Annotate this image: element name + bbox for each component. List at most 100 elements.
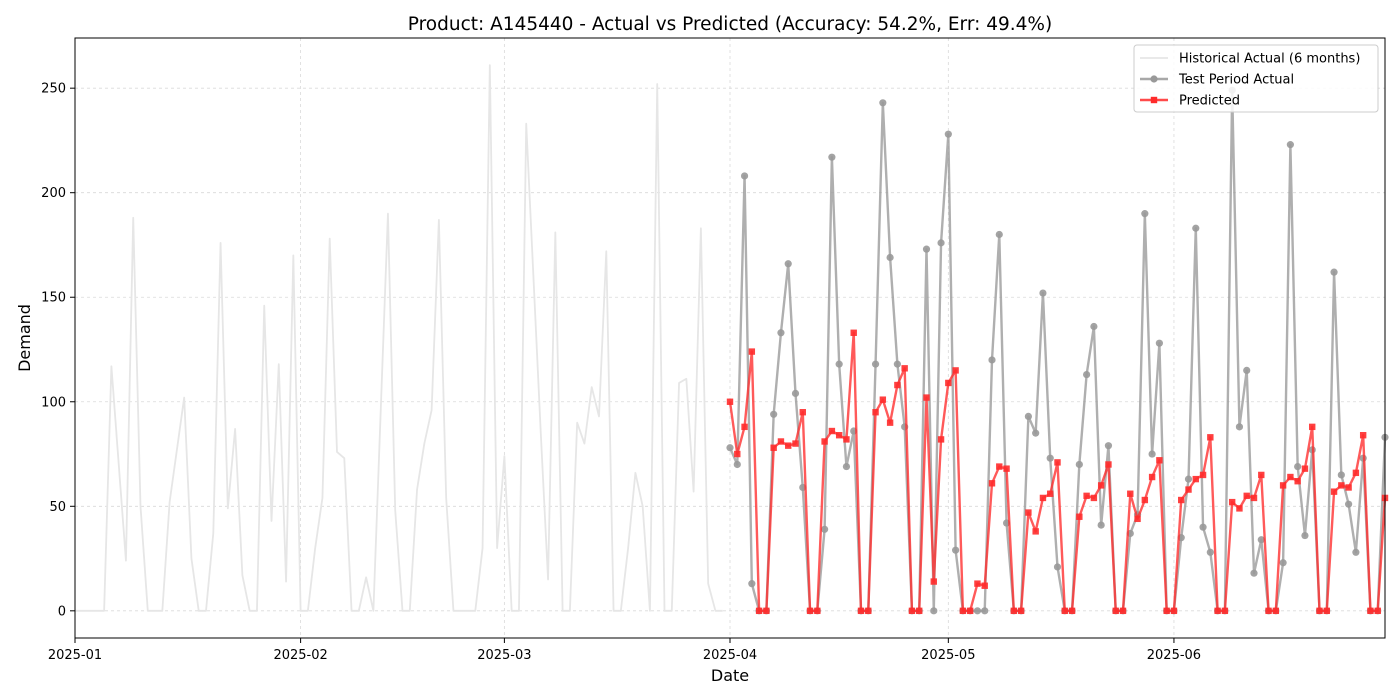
data-point [974,580,981,587]
data-point [1090,322,1098,331]
series-line [75,64,723,612]
x-tick-label: 2025-04 [703,648,757,663]
data-point [828,427,836,435]
y-tick-label: 50 [49,500,66,515]
data-point [1345,500,1353,508]
data-point [1330,488,1338,495]
y-tick-label: 150 [41,291,66,306]
data-point [748,348,756,355]
data-point [930,607,938,615]
legend-entry: Predicted [1140,94,1240,109]
data-point [1047,490,1054,497]
data-point [1294,462,1302,471]
data-point [748,580,756,588]
data-point [1097,482,1105,489]
data-point [770,444,777,451]
data-point [1279,559,1287,567]
data-point [1301,465,1309,472]
data-point [1083,370,1091,379]
legend-label: Historical Actual (6 months) [1179,52,1360,67]
data-point [792,440,799,447]
data-point [901,365,908,372]
data-point [1075,460,1083,469]
data-point [1359,432,1367,439]
data-point [791,389,800,398]
data-point [726,444,734,452]
y-tick-label: 250 [41,82,66,97]
data-point [952,546,960,554]
legend-entry: Historical Actual (6 months) [1140,52,1360,67]
data-point [785,442,792,449]
data-point [835,360,843,368]
data-point [865,607,872,615]
data-point [857,607,865,615]
data-point [1301,531,1309,540]
data-point [1141,210,1149,218]
data-point [922,245,931,253]
data-point [1178,496,1185,504]
data-point [1003,465,1010,472]
x-tick-label: 2025-03 [477,648,531,663]
legend-entry: Test Period Actual [1140,73,1294,88]
data-point [1199,471,1207,479]
data-point [1345,484,1352,491]
data-point [1287,473,1294,481]
series-test-actual [726,86,1389,615]
data-point [763,607,770,615]
data-point [1243,366,1251,375]
data-point [988,480,996,487]
data-point [1090,494,1098,502]
data-point [952,367,959,374]
data-point [821,525,829,533]
data-point [1039,494,1047,502]
data-point [1228,498,1236,506]
data-point [1258,471,1265,479]
data-point [1127,490,1134,497]
data-point [871,360,880,368]
data-point [916,607,923,615]
data-point [1192,475,1199,483]
x-tick-label: 2025-02 [273,648,327,663]
data-point [821,438,828,445]
data-point [1134,515,1141,523]
x-tick-label: 2025-01 [48,648,102,663]
data-point [1163,607,1170,615]
legend: Historical Actual (6 months) Test Period … [1133,44,1379,113]
data-point [981,582,988,589]
data-point [1155,339,1163,347]
data-point [1053,563,1062,571]
data-point [1367,607,1374,615]
data-point [1338,482,1345,489]
data-point [784,260,792,268]
data-point [1286,141,1294,149]
data-point [755,607,763,615]
data-point [733,460,741,469]
series-layer [75,64,1389,615]
data-point [1148,473,1156,481]
series-historical [75,64,723,612]
data-point [1083,492,1090,500]
data-point [959,607,967,615]
data-point [828,153,836,161]
data-point [1221,607,1229,615]
data-point [1032,429,1040,437]
data-point [923,394,930,401]
chart-title: Product: A145440 - Actual vs Predicted (… [408,14,1052,35]
data-point [1352,469,1360,477]
data-point [973,607,982,615]
data-point [879,99,887,107]
data-point [1039,289,1047,297]
data-point [1352,548,1360,556]
series-line [728,89,1387,613]
y-axis-label: Demand [15,304,34,372]
y-tick-label: 100 [41,395,66,410]
data-point [937,436,945,443]
data-point [1170,607,1178,615]
data-point [945,379,952,387]
data-point [995,230,1003,239]
data-point [996,463,1003,470]
data-point [872,409,879,416]
grid-layer [74,38,1385,638]
data-point [1250,494,1258,502]
